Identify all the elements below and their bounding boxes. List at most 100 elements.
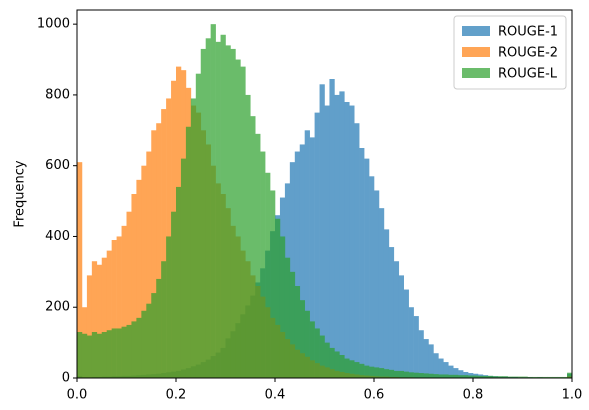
bar <box>141 165 147 378</box>
bar <box>502 376 508 378</box>
bar <box>408 372 414 378</box>
bar <box>339 355 345 378</box>
bar <box>453 374 459 378</box>
bar <box>265 172 271 378</box>
bar <box>171 211 177 378</box>
bar <box>299 300 305 378</box>
y-tick-label: 1000 <box>37 17 70 32</box>
bar <box>364 365 370 378</box>
bar <box>255 133 261 378</box>
bar <box>383 369 390 378</box>
legend-swatch <box>462 47 490 57</box>
bar <box>393 261 400 378</box>
legend-label: ROUGE-2 <box>498 46 558 61</box>
bar <box>448 365 454 378</box>
bar <box>468 375 474 378</box>
axes-frame <box>76 9 573 379</box>
bar <box>250 116 256 379</box>
bar <box>230 48 236 379</box>
bar <box>562 376 568 378</box>
bar <box>309 137 315 378</box>
bar <box>522 376 528 378</box>
bar <box>374 367 380 378</box>
bar <box>91 261 98 378</box>
bar <box>205 38 211 379</box>
bar <box>567 372 573 378</box>
bar <box>270 190 276 378</box>
legend-label: ROUGE-1 <box>498 25 558 40</box>
bar <box>458 370 464 378</box>
bar <box>235 59 241 379</box>
bar <box>423 373 429 378</box>
bar <box>126 211 132 378</box>
bar <box>329 347 335 378</box>
bar <box>156 278 162 378</box>
bar <box>101 257 107 378</box>
bar <box>151 293 157 378</box>
bar <box>299 144 305 378</box>
bar <box>77 162 83 378</box>
bar <box>398 275 404 378</box>
bar <box>443 362 449 378</box>
bar <box>96 333 103 378</box>
bar <box>463 375 469 378</box>
bar <box>433 353 439 378</box>
bar <box>289 271 296 378</box>
bar <box>403 371 409 378</box>
bar <box>388 369 395 378</box>
bar <box>334 94 340 378</box>
bar <box>121 326 127 378</box>
bar <box>136 317 142 378</box>
x-tick-label: 1.0 <box>562 388 583 403</box>
bar <box>473 375 479 378</box>
bar <box>527 376 533 378</box>
bar <box>418 373 424 378</box>
bar <box>537 376 543 378</box>
bar <box>156 123 162 378</box>
y-tick-label: 200 <box>45 300 70 315</box>
bar <box>438 358 444 378</box>
legend-swatch <box>462 68 490 78</box>
bar <box>369 366 375 378</box>
bar <box>215 41 221 378</box>
bar <box>260 151 266 378</box>
bar <box>111 240 117 378</box>
bar <box>111 328 117 378</box>
bar <box>146 151 152 378</box>
bar <box>319 84 325 379</box>
bar <box>359 148 365 378</box>
x-tick-label: 0.4 <box>265 388 286 403</box>
bar <box>359 363 365 378</box>
bar <box>190 98 197 378</box>
bar <box>81 333 88 378</box>
bar <box>180 158 187 378</box>
x-tick-label: 0.6 <box>364 388 385 403</box>
bar <box>279 236 286 378</box>
bar <box>552 376 558 378</box>
bar <box>369 176 375 378</box>
bar <box>304 130 310 378</box>
bar <box>176 186 182 378</box>
bar <box>487 375 494 378</box>
bar <box>438 374 444 378</box>
bar <box>517 376 523 378</box>
bar <box>116 236 122 378</box>
bar <box>96 264 103 378</box>
bar <box>547 376 553 378</box>
bar <box>378 368 385 378</box>
bar <box>482 375 489 378</box>
bar <box>463 371 469 378</box>
bar <box>349 105 355 379</box>
bar <box>289 162 296 378</box>
bar <box>532 376 538 378</box>
bar <box>458 375 464 378</box>
bar <box>225 45 231 379</box>
bar <box>542 376 548 378</box>
bar <box>240 66 246 378</box>
bar <box>393 370 400 378</box>
legend-label: ROUGE-L <box>498 67 558 82</box>
bar <box>294 286 301 378</box>
bar <box>339 91 345 378</box>
bar <box>185 126 192 379</box>
